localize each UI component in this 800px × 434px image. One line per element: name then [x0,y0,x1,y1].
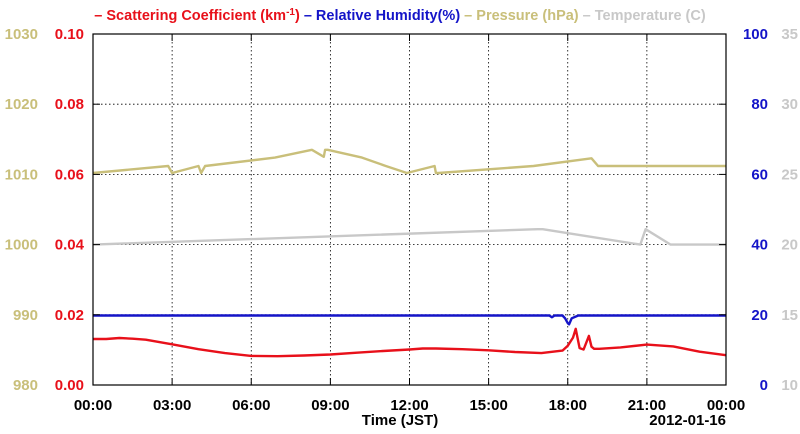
humidity-axis-tick-label: 100 [743,26,768,43]
temperature-axis-tick-label: 30 [781,96,798,113]
temperature-axis-tick-label: 10 [781,377,798,394]
data-series [92,148,727,358]
pressure-axis-tick-label: 990 [13,307,38,324]
axis-labels: 00:00 03:00 06:00 09:00 12:00 15:00 18:00 21:00… [5,26,798,414]
axis-ticks [92,33,727,386]
temperature-axis-tick-label: 20 [781,237,798,254]
x-tick-label: 00:00 [74,397,112,414]
legend-item: – Scattering Coefficient (km [94,8,286,24]
legend: – Scattering Coefficient (km-1) – Relati… [94,7,706,25]
humidity-axis-tick-label: 60 [751,166,768,183]
x-tick-label: 15:00 [469,397,507,414]
humidity-series-line [93,314,726,326]
pressure-axis-tick-label: 1010 [5,166,38,183]
temperature-axis-tick-label: 25 [781,166,798,183]
pressure-axis-tick-label: 980 [13,377,38,394]
x-tick-label: 06:00 [232,397,270,414]
x-axis-title: Time (JST) [362,412,438,429]
temperature-axis-tick-label: 15 [781,307,798,324]
grid-lines [93,34,726,385]
humidity-axis-tick-label: 0 [760,377,768,394]
humidity-axis-tick-label: 80 [751,96,768,113]
x-tick-label: 03:00 [153,397,191,414]
pressure-axis-tick-label: 1020 [5,96,38,113]
legend-item: – Temperature ( [579,8,691,24]
temperature-axis-tick-label: 35 [781,26,798,43]
x-tick-label: 12:00 [390,397,428,414]
legend-suffix: C) [690,8,705,24]
pressure-axis-tick-label: 1000 [5,237,38,254]
scattering-axis-tick-label: 0.06 [55,166,84,183]
scattering-axis-tick-label: 0.10 [55,26,84,43]
scattering-axis-tick-label: 0.04 [55,237,85,254]
pressure-series-line [92,148,726,175]
humidity-axis-tick-label: 40 [751,237,768,254]
legend-item: – Relative Humidity(%) [300,8,461,24]
scattering-axis-tick-label: 0.02 [55,307,84,324]
x-tick-label: 00:00 [707,397,745,414]
x-tick-label: 09:00 [311,397,349,414]
legend-superscript: -1 [286,7,295,18]
x-tick-label: 21:00 [628,397,666,414]
scattering-axis-tick-label: 0.00 [55,377,84,394]
date-label: 2012-01-16 [649,412,726,429]
x-tick-label: 18:00 [549,397,587,414]
legend-item: – Pressure (hPa) [460,8,579,24]
scattering-axis-tick-label: 0.08 [55,96,84,113]
temperature-series-line [92,228,726,246]
humidity-axis-tick-label: 20 [751,307,768,324]
pressure-axis-tick-label: 1030 [5,26,38,43]
legend-suffix: ) [295,8,300,24]
scattering-series-line [93,327,727,358]
